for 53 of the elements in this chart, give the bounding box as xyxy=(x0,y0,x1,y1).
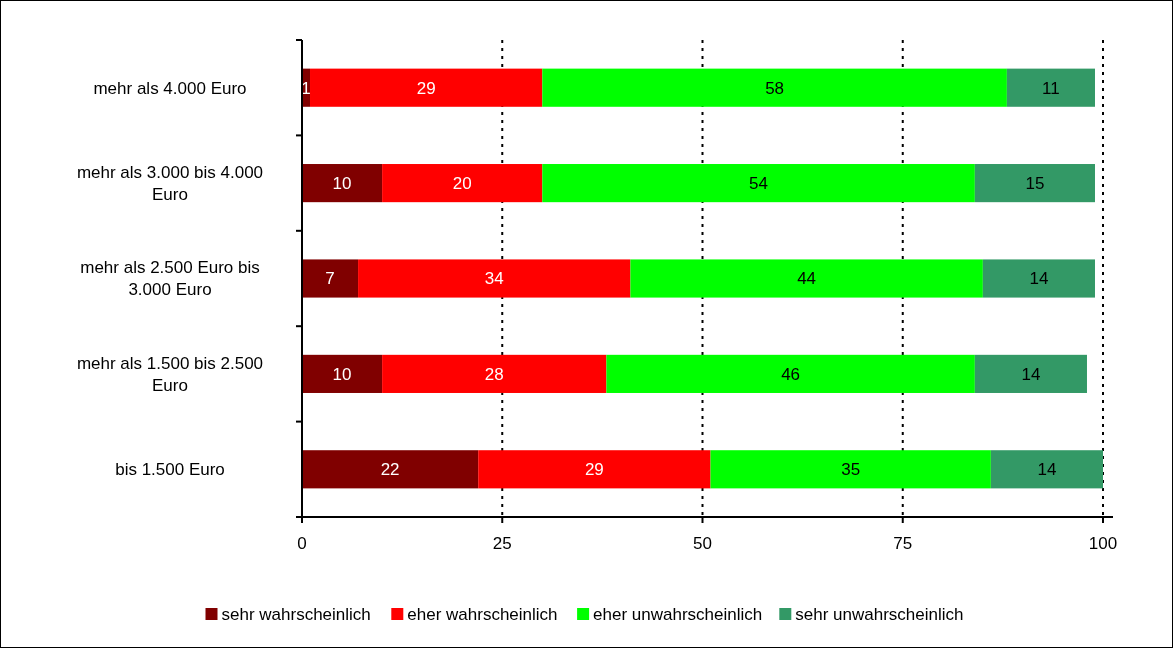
y-tick-label: mehr als 4.000 Euro xyxy=(93,78,247,98)
bar xyxy=(302,259,359,298)
data-label: 7 xyxy=(325,269,335,289)
x-tick-label: 75 xyxy=(893,534,913,553)
y-tick-label: mehr als 2.500 Euro bis 3.000 Euro xyxy=(80,258,260,300)
legend-label: eher wahrscheinlich xyxy=(407,604,558,624)
bar xyxy=(382,164,543,203)
bar xyxy=(310,68,543,107)
data-label: 10 xyxy=(332,364,352,384)
data-label: 11 xyxy=(1042,78,1060,98)
data-label: 58 xyxy=(765,78,785,98)
data-label: 46 xyxy=(781,364,801,384)
x-tick-label: 0 xyxy=(297,534,307,553)
x-tick-label: 100 xyxy=(1088,534,1118,553)
data-label: 15 xyxy=(1025,174,1045,194)
data-label: 22 xyxy=(380,460,400,480)
data-label: 44 xyxy=(797,269,817,289)
bar xyxy=(1006,68,1095,107)
bar xyxy=(990,450,1103,489)
data-label: 20 xyxy=(452,174,472,194)
bar xyxy=(974,164,1095,203)
data-label: 35 xyxy=(841,460,861,480)
bar xyxy=(542,68,1007,107)
bar xyxy=(974,354,1087,393)
bar xyxy=(982,259,1095,298)
x-tick-label: 25 xyxy=(492,534,512,553)
bar xyxy=(710,450,991,489)
data-label: 54 xyxy=(749,174,769,194)
bar xyxy=(382,354,607,393)
data-label: 29 xyxy=(584,460,604,480)
data-label: 34 xyxy=(484,269,504,289)
data-label: 28 xyxy=(484,364,504,384)
bar xyxy=(478,450,711,489)
x-tick-label: 50 xyxy=(693,534,712,553)
y-tick-label: mehr als 1.500 bis 2.500 Euro xyxy=(76,353,264,395)
bar xyxy=(302,354,383,393)
data-label: 29 xyxy=(416,78,436,98)
bar xyxy=(302,450,479,489)
data-label: 14 xyxy=(1021,364,1041,384)
legend-label: sehr wahrscheinlich xyxy=(221,604,371,624)
data-label: 1 xyxy=(301,78,311,98)
legend-label: sehr unwahrscheinlich xyxy=(795,604,964,624)
data-label: 14 xyxy=(1029,269,1049,289)
y-tick-label: mehr als 3.000 bis 4.000 Euro xyxy=(76,163,264,205)
y-tick-label: bis 1.500 Euro xyxy=(115,460,225,480)
bar xyxy=(358,259,631,298)
bar xyxy=(302,164,383,203)
bar xyxy=(630,259,983,298)
legend-label: eher unwahrscheinlich xyxy=(593,604,763,624)
bar xyxy=(606,354,975,393)
data-label: 14 xyxy=(1037,460,1057,480)
bar xyxy=(542,164,975,203)
data-label: 10 xyxy=(332,174,352,194)
